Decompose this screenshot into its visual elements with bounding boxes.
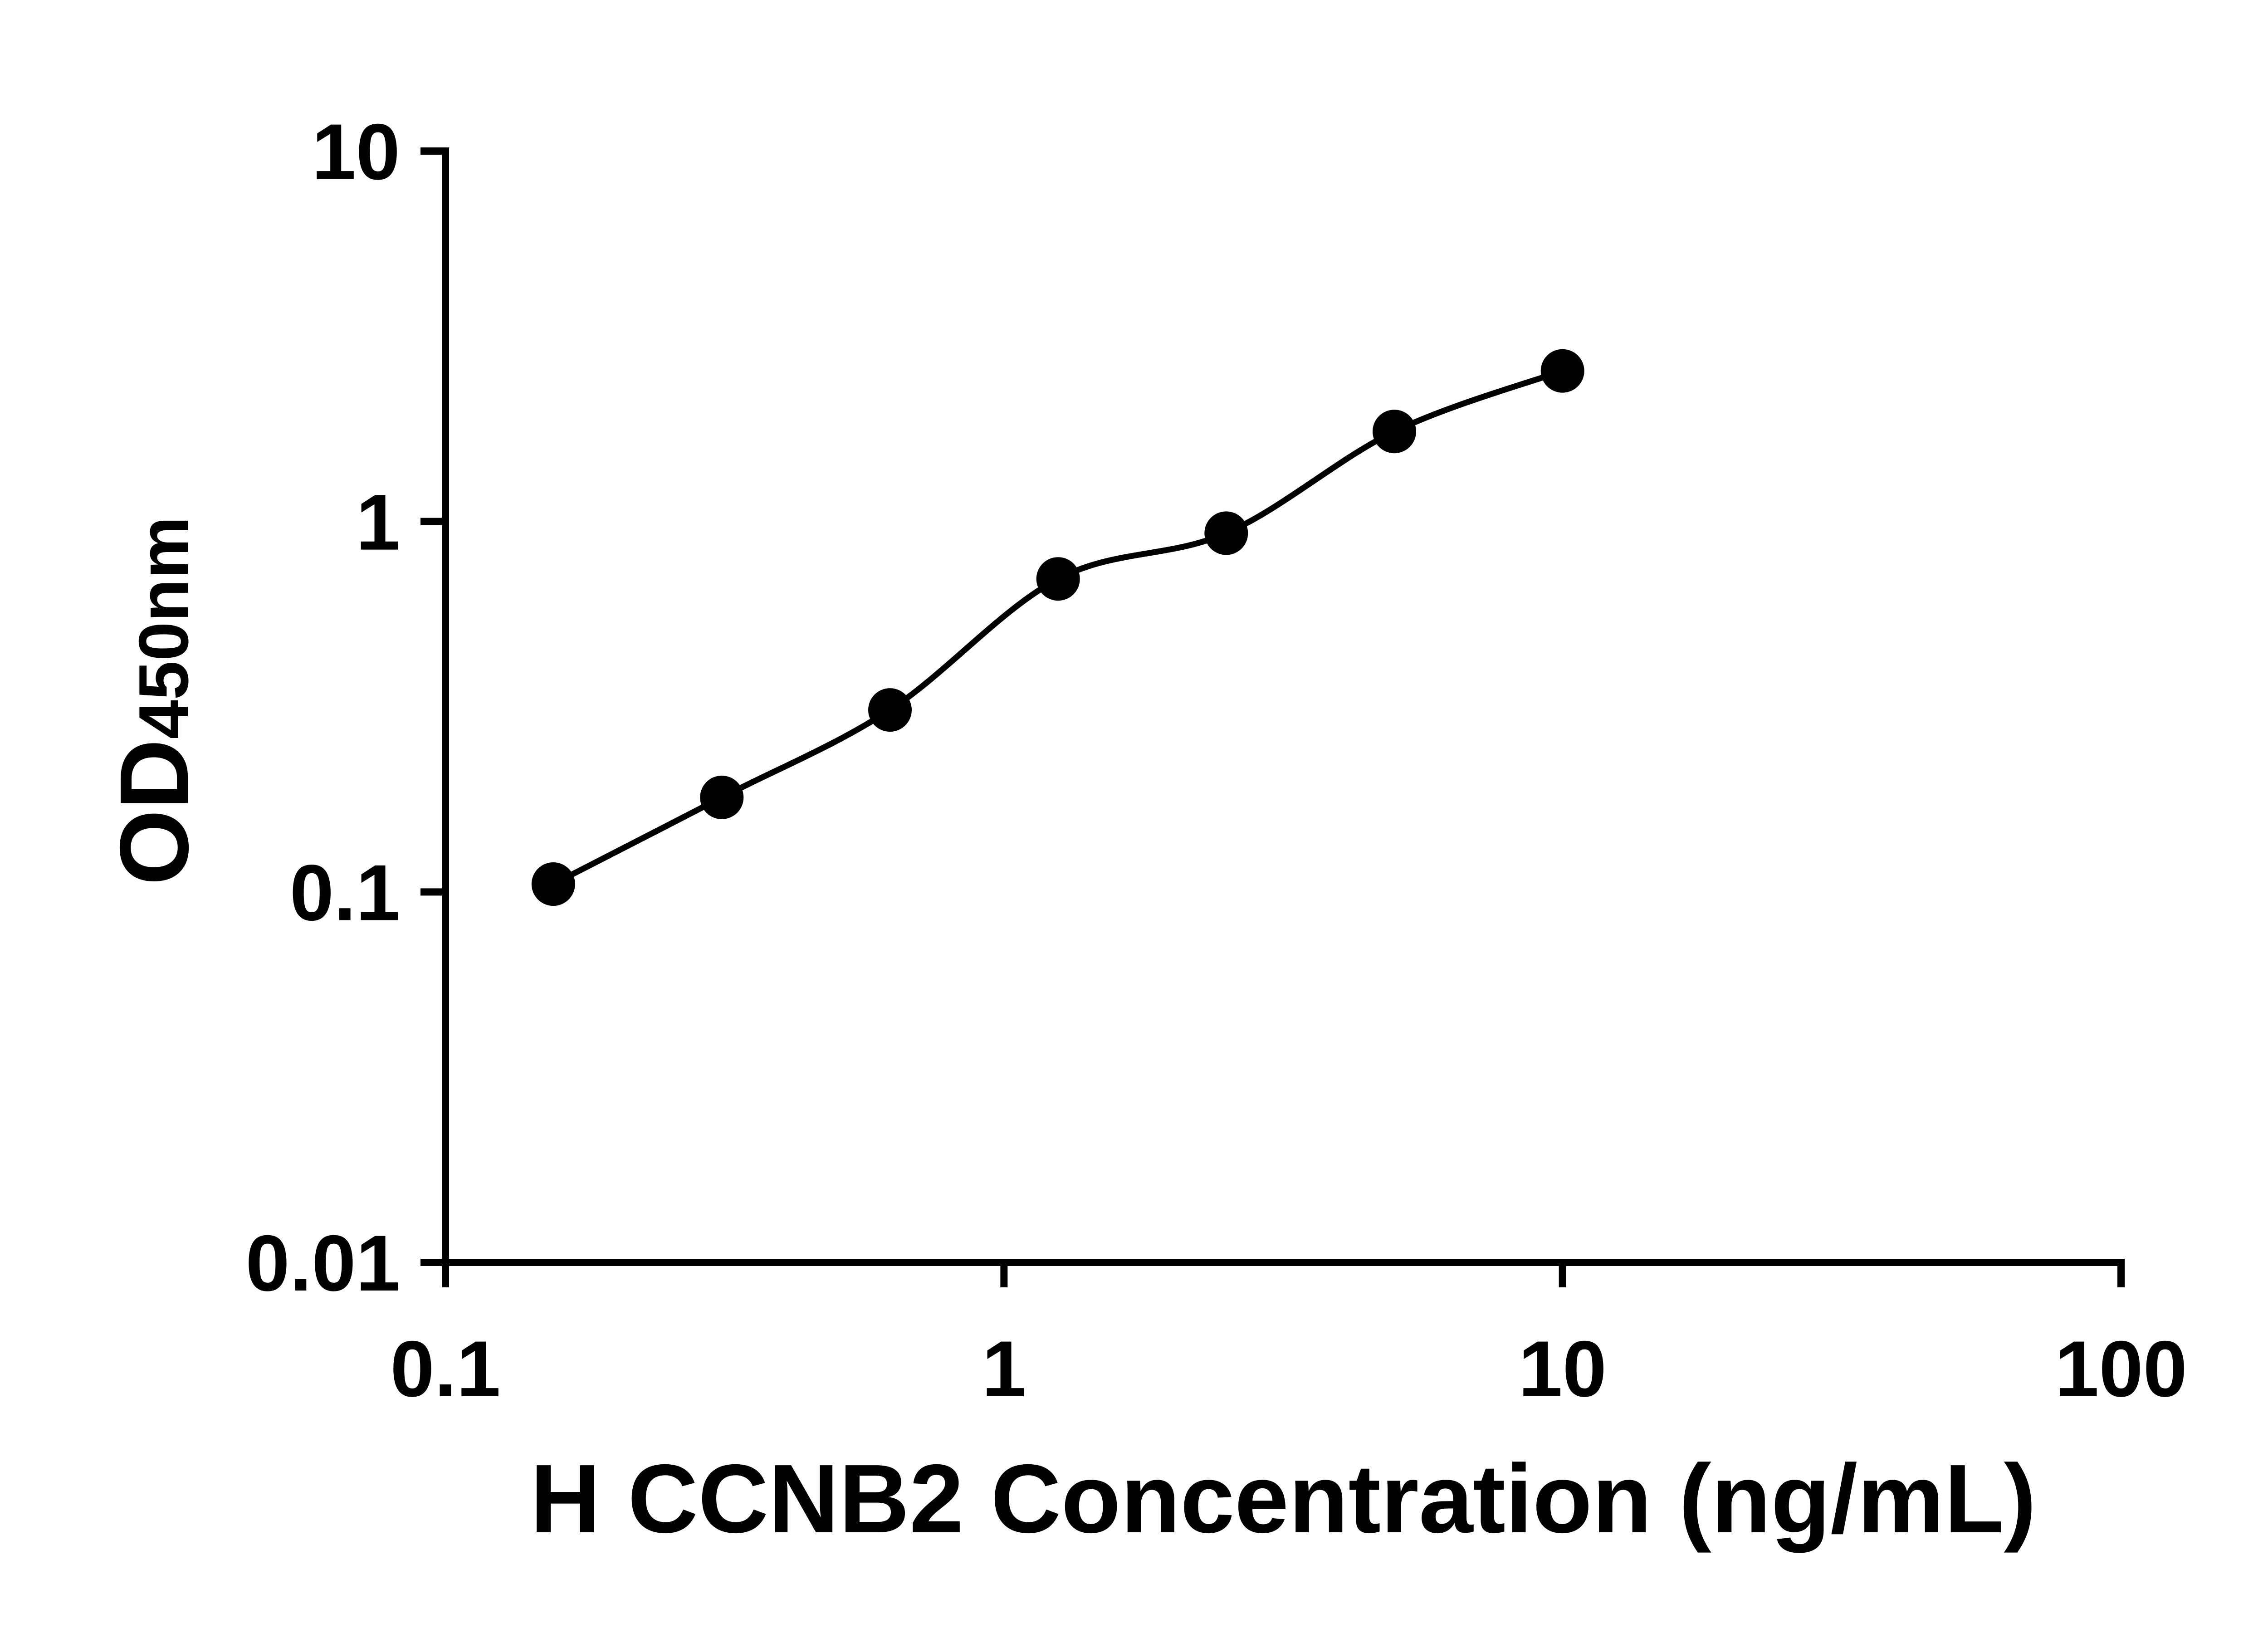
data-point-marker bbox=[1204, 511, 1248, 555]
y-axis-title-main: OD bbox=[99, 739, 209, 885]
data-point-marker bbox=[531, 862, 575, 906]
y-axis-tick-label: 1 bbox=[356, 479, 400, 567]
y-axis-tick-label: 0.01 bbox=[245, 1219, 400, 1308]
y-axis-tick-label: 0.1 bbox=[290, 849, 400, 937]
data-point-marker bbox=[1036, 557, 1080, 601]
y-axis-title: OD450nm bbox=[98, 516, 210, 885]
x-axis-tick-label: 100 bbox=[2055, 1325, 2187, 1413]
x-axis-tick-label: 1 bbox=[982, 1325, 1026, 1413]
data-point-marker bbox=[1540, 349, 1584, 393]
data-point-marker bbox=[1373, 410, 1416, 454]
x-axis-tick-label: 0.1 bbox=[390, 1325, 500, 1413]
y-axis-title-subscript: 450nm bbox=[124, 516, 203, 739]
x-axis-tick-label: 10 bbox=[1518, 1325, 1607, 1413]
data-point-marker bbox=[700, 775, 744, 819]
y-axis-tick-label: 10 bbox=[312, 108, 400, 196]
axis-spine bbox=[442, 147, 2125, 1266]
x-axis-title: H CCNB2 Concentration (ng/mL) bbox=[530, 1444, 2037, 1553]
data-point-marker bbox=[868, 688, 912, 732]
